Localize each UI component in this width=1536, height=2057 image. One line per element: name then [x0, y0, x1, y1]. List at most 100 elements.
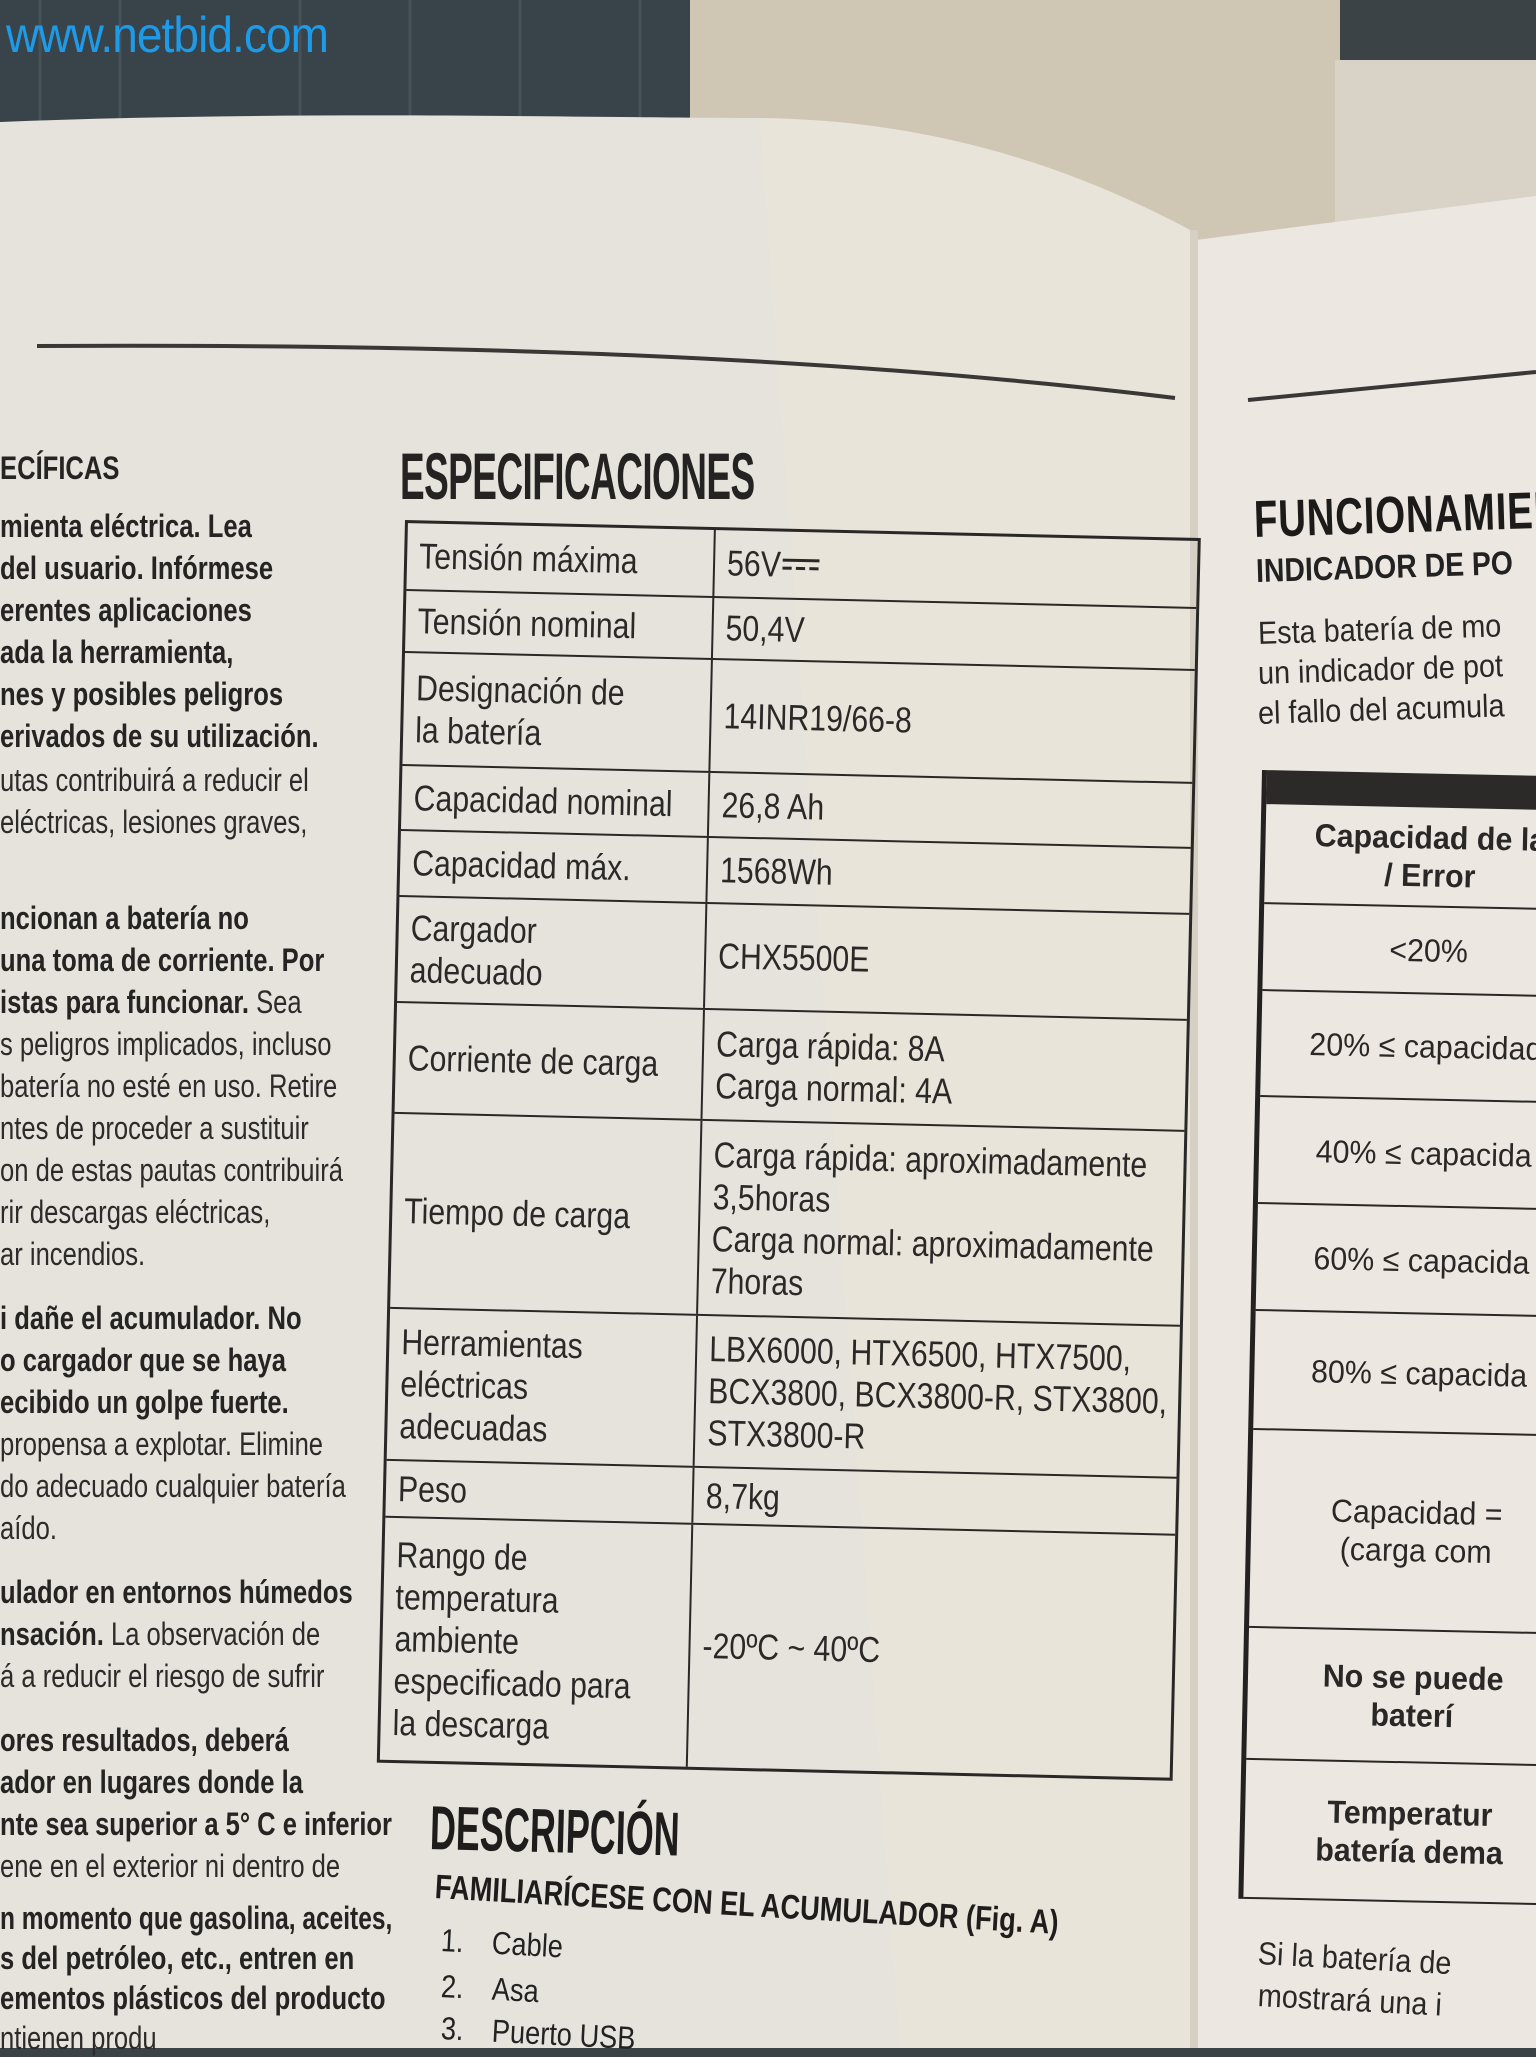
indicator-row-text: baterí: [1370, 1696, 1454, 1735]
spec-value: -20ºC ~ 40ºC: [702, 1625, 881, 1671]
regular-text: ene en el exterior ni dentro de: [0, 1848, 341, 1884]
regular-text: ntienen produ: [0, 2020, 157, 2056]
spec-value: 1568Wh: [719, 849, 834, 893]
left-text-line: nsación. La observación de: [0, 1616, 320, 1652]
left-text-line: ntienen produ: [0, 2020, 157, 2056]
list-number: 3.: [440, 2010, 465, 2048]
regular-text: aído.: [0, 1510, 57, 1546]
indicator-row: 60% ≤ capacida: [1255, 1204, 1536, 1318]
bold-text: nte sea superior a 5° C e inferior: [0, 1806, 392, 1842]
left-text-line: rir descargas eléctricas,: [0, 1194, 270, 1230]
indicator-row-text: 60% ≤ capacida: [1313, 1239, 1531, 1281]
left-text-line: nte sea superior a 5° C e inferior: [0, 1806, 392, 1842]
bold-text: i dañe el acumulador. No: [0, 1300, 302, 1336]
spec-label: Rango de temperatura ambiente especifica…: [392, 1534, 632, 1747]
left-text-line: mienta eléctrica. Lea: [0, 508, 252, 544]
indicator-row: <20%: [1262, 904, 1536, 998]
bold-text: o cargador que se haya: [0, 1342, 286, 1378]
left-text-line: i dañe el acumulador. No: [0, 1300, 302, 1336]
right-paragraph-line: un indicador de pot: [1257, 647, 1504, 691]
spec-row: Corriente de carga Carga rápida: 8A Carga…: [394, 1000, 1187, 1130]
spec-label: Designación de la batería: [414, 666, 626, 753]
indicator-row-text: <20%: [1388, 931, 1468, 969]
regular-text: do adecuado cualquier batería: [0, 1468, 346, 1504]
bold-text: una toma de corriente. Por: [0, 942, 325, 978]
spec-label: Tiempo de carga: [403, 1189, 631, 1236]
battery-indicator-table: Capacidad de la / Error <20% 20% ≤ capacida…: [1238, 770, 1536, 1906]
spec-label: Tensión máxima: [418, 535, 639, 582]
left-text-line: n momento que gasolina, aceites,: [0, 1900, 392, 1936]
spec-value: 8,7kg: [705, 1474, 781, 1518]
regular-text: ar incendios.: [0, 1236, 146, 1272]
indicator-row-text: No se puede: [1322, 1657, 1504, 1698]
left-text-line: nes y posibles peligros: [0, 676, 283, 712]
indicator-row-text: 80% ≤ capacida: [1310, 1352, 1528, 1394]
spec-value: Carga rápida: aproximadamente 3,5horas C…: [710, 1133, 1155, 1303]
spec-label: Herramientas eléctricas adecuadas: [398, 1321, 584, 1450]
bold-text: ador en lugares donde la: [0, 1764, 303, 1800]
bold-text: ada la herramienta,: [0, 634, 234, 670]
indicator-row-text: Capacidad de la: [1314, 817, 1536, 858]
spec-value: 56V: [726, 542, 782, 585]
indicator-row-text: 20% ≤ capacidad: [1309, 1026, 1536, 1067]
spec-value: LBX6000, HTX6500, HTX7500, BCX3800, BCX3…: [706, 1328, 1168, 1457]
left-text-line: ador en lugares donde la: [0, 1764, 303, 1800]
bold-text: ementos plásticos del producto: [0, 1980, 386, 2016]
list-item: 2. Asa: [440, 1968, 540, 2010]
indicator-row: 20% ≤ capacidad: [1260, 991, 1536, 1104]
left-text-line: aído.: [0, 1510, 57, 1546]
indicator-row: Capacidad de la / Error: [1264, 804, 1536, 911]
spec-value: 14INR19/66-8: [723, 694, 913, 741]
spec-label: Corriente de carga: [407, 1036, 659, 1084]
regular-text: propensa a explotar. Elimine: [0, 1426, 324, 1462]
watermark: www.netbid.com: [6, 7, 329, 63]
specifications-title: ESPECIFICACIONES: [400, 439, 755, 513]
spec-row: Designación de la batería 14INR19/66-8: [402, 651, 1195, 782]
left-text-line: erentes aplicaciones: [0, 592, 252, 628]
indicator-row-text: 40% ≤ capacida: [1315, 1132, 1533, 1174]
left-text-line: ada la herramienta,: [0, 634, 233, 670]
indicator-row-text: / Error: [1383, 856, 1476, 895]
list-number: 1.: [440, 1922, 465, 1960]
indicator-row-text: Temperatur: [1327, 1793, 1494, 1833]
indicator-row-text: batería dema: [1315, 1830, 1504, 1871]
bold-text: n momento que gasolina, aceites,: [0, 1900, 393, 1936]
regular-text: rir descargas eléctricas,: [0, 1194, 271, 1230]
left-text-line: s peligros implicados, incluso: [0, 1026, 332, 1062]
left-text-line: s del petróleo, etc., entren en: [0, 1940, 354, 1976]
left-text-line: ar incendios.: [0, 1236, 145, 1272]
list-number: 2.: [440, 1968, 465, 2006]
spec-row: Cargador adecuado CHX5500E: [397, 894, 1190, 1019]
left-text-line: una toma de corriente. Por: [0, 942, 324, 978]
right-page-subtitle: INDICADOR DE PO: [1255, 543, 1514, 589]
indicator-row: 80% ≤ capacida: [1253, 1310, 1536, 1437]
left-text-line: erivados de su utilización.: [0, 718, 319, 754]
left-text-line: ene en el exterior ni dentro de: [0, 1848, 340, 1884]
description-title: DESCRIPCIÓN: [429, 1794, 681, 1870]
spec-value: Carga rápida: 8A Carga normal: 4A: [714, 1022, 953, 1112]
bold-text: s del petróleo, etc., entren en: [0, 1940, 355, 1976]
spec-label: Capacidad máx.: [411, 842, 632, 889]
left-text-line: ores resultados, deberá: [0, 1722, 289, 1758]
left-text-line: ntes de proceder a sustituir: [0, 1110, 309, 1146]
indicator-row: Capacidad = (carga com: [1249, 1429, 1536, 1635]
regular-text: á a reducir el riesgo de sufrir: [0, 1658, 325, 1694]
list-label: Asa: [491, 1970, 540, 2010]
bold-text: ores resultados, deberá: [0, 1722, 289, 1758]
spec-value: 50,4V: [725, 607, 806, 651]
right-paragraph-line: Esta batería de mo: [1257, 607, 1502, 651]
left-text-line: eléctricas, lesiones graves,: [0, 804, 307, 840]
spec-value: CHX5500E: [717, 935, 870, 980]
regular-text: Sea: [248, 984, 302, 1020]
regular-text: batería no esté en uso. Retire: [0, 1068, 338, 1104]
left-text-line: istas para funcionar. Sea: [0, 984, 302, 1020]
left-text-line: o cargador que se haya: [0, 1342, 286, 1378]
regular-text: on de estas pautas contribuirá: [0, 1152, 343, 1188]
regular-text: ntes de proceder a sustituir: [0, 1110, 309, 1146]
indicator-row: 40% ≤ capacida: [1257, 1097, 1536, 1211]
specifications-table: Tensión máxima 56V Tensión nominal 50,4V D…: [376, 520, 1201, 1781]
spec-row: Rango de temperatura ambiente especifica…: [379, 1515, 1176, 1778]
bold-text: erentes aplicaciones: [0, 592, 252, 628]
regular-text: La observación de: [103, 1616, 321, 1652]
indicator-row-text: Capacidad =: [1330, 1492, 1503, 1533]
